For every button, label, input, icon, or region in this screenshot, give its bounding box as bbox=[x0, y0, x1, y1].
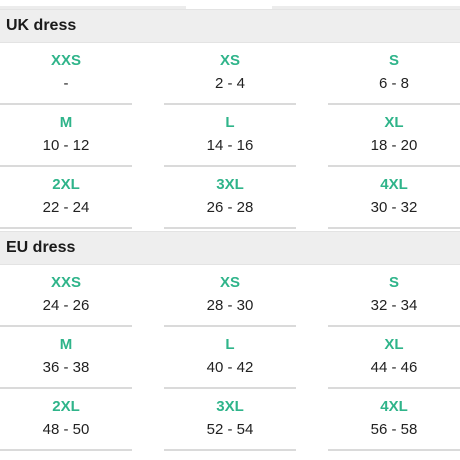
size-row: 2XL 48 - 50 3XL 52 - 54 4XL 56 - 58 bbox=[0, 389, 460, 451]
size-label: S bbox=[388, 52, 399, 69]
size-cell: M 10 - 12 bbox=[0, 105, 132, 167]
size-cell: XL 44 - 46 bbox=[328, 327, 460, 389]
size-range: 36 - 38 bbox=[42, 359, 90, 376]
size-row: M 36 - 38 L 40 - 42 XL 44 - 46 bbox=[0, 327, 460, 389]
size-range: 26 - 28 bbox=[206, 199, 254, 216]
size-row: M 10 - 12 L 14 - 16 XL 18 - 20 bbox=[0, 105, 460, 167]
size-label: 3XL bbox=[216, 398, 244, 415]
size-range: - bbox=[63, 75, 69, 92]
size-grid: XXS 24 - 26 XS 28 - 30 S 32 - 34 M 36 - … bbox=[0, 265, 460, 451]
size-range: 14 - 16 bbox=[206, 137, 254, 154]
size-range: 28 - 30 bbox=[206, 297, 254, 314]
size-range: 32 - 34 bbox=[370, 297, 418, 314]
size-label: XXS bbox=[50, 274, 81, 291]
size-cell: XXS 24 - 26 bbox=[0, 265, 132, 327]
size-cell: S 6 - 8 bbox=[328, 43, 460, 105]
size-label: L bbox=[225, 114, 235, 131]
size-label: XL bbox=[384, 336, 404, 353]
size-cell: L 40 - 42 bbox=[164, 327, 296, 389]
size-label: 2XL bbox=[52, 176, 80, 193]
size-label: XXS bbox=[50, 52, 81, 69]
size-row: XXS 24 - 26 XS 28 - 30 S 32 - 34 bbox=[0, 265, 460, 327]
size-label: L bbox=[225, 336, 235, 353]
size-cell: 3XL 52 - 54 bbox=[164, 389, 296, 451]
section-title: UK dress bbox=[0, 9, 460, 43]
size-row: 2XL 22 - 24 3XL 26 - 28 4XL 30 - 32 bbox=[0, 167, 460, 229]
size-label: 4XL bbox=[380, 398, 408, 415]
size-range: 6 - 8 bbox=[378, 75, 409, 92]
top-border bbox=[0, 0, 460, 9]
size-cell: M 36 - 38 bbox=[0, 327, 132, 389]
size-range: 48 - 50 bbox=[42, 421, 90, 438]
size-label: 2XL bbox=[52, 398, 80, 415]
size-cell: 4XL 30 - 32 bbox=[328, 167, 460, 229]
size-range: 44 - 46 bbox=[370, 359, 418, 376]
size-grid: XXS - XS 2 - 4 S 6 - 8 M 10 - 12 L bbox=[0, 43, 460, 229]
size-range: 52 - 54 bbox=[206, 421, 254, 438]
size-label: S bbox=[388, 274, 399, 291]
size-label: 3XL bbox=[216, 176, 244, 193]
size-cell: XS 28 - 30 bbox=[164, 265, 296, 327]
size-row: XXS - XS 2 - 4 S 6 - 8 bbox=[0, 43, 460, 105]
size-label: XS bbox=[219, 52, 240, 69]
size-cell: 2XL 48 - 50 bbox=[0, 389, 132, 451]
size-label: 4XL bbox=[380, 176, 408, 193]
size-label: XL bbox=[384, 114, 404, 131]
size-range: 56 - 58 bbox=[370, 421, 418, 438]
size-cell: S 32 - 34 bbox=[328, 265, 460, 327]
size-label: M bbox=[59, 114, 73, 131]
size-range: 22 - 24 bbox=[42, 199, 90, 216]
section-title: EU dress bbox=[0, 231, 460, 265]
size-label: M bbox=[59, 336, 73, 353]
size-range: 18 - 20 bbox=[370, 137, 418, 154]
size-cell: 2XL 22 - 24 bbox=[0, 167, 132, 229]
size-range: 10 - 12 bbox=[42, 137, 90, 154]
eu-dress-section: EU dress XXS 24 - 26 XS 28 - 30 S 32 - 3… bbox=[0, 231, 460, 451]
size-cell: 4XL 56 - 58 bbox=[328, 389, 460, 451]
size-range: 24 - 26 bbox=[42, 297, 90, 314]
size-label: XS bbox=[219, 274, 240, 291]
size-cell: XXS - bbox=[0, 43, 132, 105]
size-range: 30 - 32 bbox=[370, 199, 418, 216]
size-cell: L 14 - 16 bbox=[164, 105, 296, 167]
uk-dress-section: UK dress XXS - XS 2 - 4 S 6 - 8 M bbox=[0, 9, 460, 229]
size-cell: 3XL 26 - 28 bbox=[164, 167, 296, 229]
size-range: 40 - 42 bbox=[206, 359, 254, 376]
size-range: 2 - 4 bbox=[214, 75, 245, 92]
size-cell: XL 18 - 20 bbox=[328, 105, 460, 167]
size-cell: XS 2 - 4 bbox=[164, 43, 296, 105]
